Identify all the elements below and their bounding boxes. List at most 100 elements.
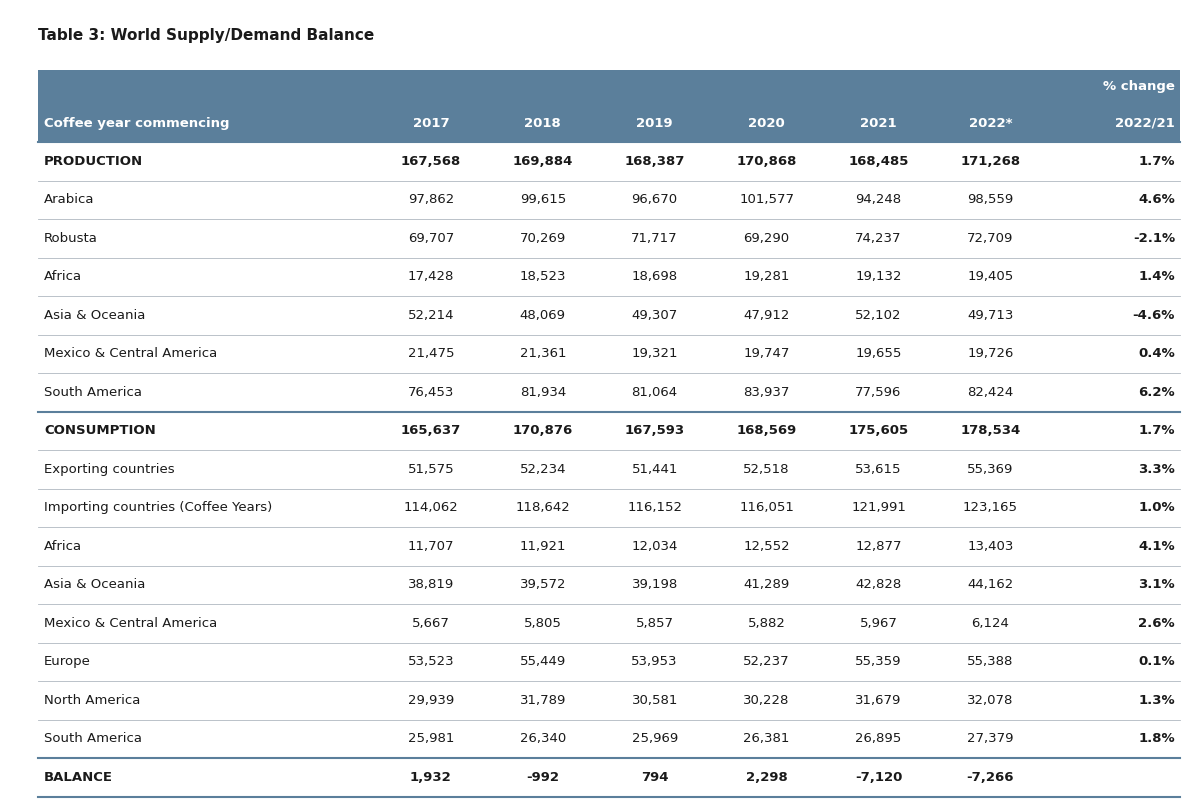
Text: 76,453: 76,453 [408, 386, 454, 398]
Text: 123,165: 123,165 [962, 502, 1018, 514]
Text: Africa: Africa [44, 270, 82, 283]
Text: 18,698: 18,698 [631, 270, 678, 283]
Text: 2,298: 2,298 [745, 770, 787, 784]
Text: Exporting countries: Exporting countries [44, 462, 175, 476]
Text: 2.6%: 2.6% [1139, 617, 1175, 630]
Text: Robusta: Robusta [44, 232, 98, 245]
Text: 19,281: 19,281 [744, 270, 790, 283]
Text: 30,228: 30,228 [744, 694, 790, 706]
Text: 96,670: 96,670 [631, 194, 678, 206]
Text: 6,124: 6,124 [972, 617, 1009, 630]
Text: Mexico & Central America: Mexico & Central America [44, 617, 217, 630]
Text: 71,717: 71,717 [631, 232, 678, 245]
Text: 4.6%: 4.6% [1139, 194, 1175, 206]
Text: 27,379: 27,379 [967, 732, 1014, 746]
Text: 116,051: 116,051 [739, 502, 794, 514]
Text: 2018: 2018 [524, 117, 562, 130]
Text: 55,359: 55,359 [856, 655, 901, 668]
Text: Asia & Oceania: Asia & Oceania [44, 309, 145, 322]
Text: 19,726: 19,726 [967, 347, 1014, 360]
Text: 21,475: 21,475 [408, 347, 454, 360]
Text: 5,667: 5,667 [412, 617, 450, 630]
Text: 26,340: 26,340 [520, 732, 566, 746]
Text: 25,981: 25,981 [408, 732, 454, 746]
Text: 1.7%: 1.7% [1139, 154, 1175, 168]
Text: 81,934: 81,934 [520, 386, 566, 398]
Text: South America: South America [44, 386, 142, 398]
Text: 169,884: 169,884 [512, 154, 572, 168]
Text: 0.4%: 0.4% [1139, 347, 1175, 360]
Text: 70,269: 70,269 [520, 232, 566, 245]
Text: 18,523: 18,523 [520, 270, 566, 283]
Text: 3.1%: 3.1% [1139, 578, 1175, 591]
Text: Coffee year commencing: Coffee year commencing [44, 117, 229, 130]
Text: 94,248: 94,248 [856, 194, 901, 206]
Text: 1.0%: 1.0% [1139, 502, 1175, 514]
Text: 49,307: 49,307 [631, 309, 678, 322]
Text: 47,912: 47,912 [744, 309, 790, 322]
Text: 2022/21: 2022/21 [1115, 117, 1175, 130]
Text: 74,237: 74,237 [856, 232, 901, 245]
Text: 114,062: 114,062 [403, 502, 458, 514]
Text: 116,152: 116,152 [628, 502, 682, 514]
Text: 52,234: 52,234 [520, 462, 566, 476]
Text: 167,593: 167,593 [625, 424, 685, 438]
Text: 12,552: 12,552 [743, 540, 790, 553]
Text: 3.3%: 3.3% [1139, 462, 1175, 476]
Text: 32,078: 32,078 [967, 694, 1014, 706]
Text: 39,198: 39,198 [631, 578, 678, 591]
Text: 170,868: 170,868 [737, 154, 797, 168]
Text: 167,568: 167,568 [401, 154, 461, 168]
Text: 19,321: 19,321 [631, 347, 678, 360]
Text: 170,876: 170,876 [512, 424, 572, 438]
Text: 11,707: 11,707 [408, 540, 454, 553]
Text: 0.1%: 0.1% [1139, 655, 1175, 668]
Text: 5,857: 5,857 [636, 617, 673, 630]
Text: 55,369: 55,369 [967, 462, 1014, 476]
Text: 53,523: 53,523 [408, 655, 454, 668]
Text: 26,895: 26,895 [856, 732, 901, 746]
Text: 29,939: 29,939 [408, 694, 454, 706]
Text: 165,637: 165,637 [401, 424, 461, 438]
Text: 39,572: 39,572 [520, 578, 566, 591]
Text: 1,932: 1,932 [410, 770, 451, 784]
Text: 98,559: 98,559 [967, 194, 1014, 206]
Text: 1.7%: 1.7% [1139, 424, 1175, 438]
Text: BALANCE: BALANCE [44, 770, 113, 784]
Text: % change: % change [1103, 80, 1175, 93]
Text: 2022*: 2022* [968, 117, 1012, 130]
Text: 26,381: 26,381 [744, 732, 790, 746]
Text: 31,789: 31,789 [520, 694, 566, 706]
Text: 168,387: 168,387 [624, 154, 685, 168]
Text: 13,403: 13,403 [967, 540, 1014, 553]
Text: Africa: Africa [44, 540, 82, 553]
Text: 69,290: 69,290 [744, 232, 790, 245]
Text: 97,862: 97,862 [408, 194, 454, 206]
Text: North America: North America [44, 694, 140, 706]
Text: Arabica: Arabica [44, 194, 95, 206]
Text: Mexico & Central America: Mexico & Central America [44, 347, 217, 360]
Text: 5,805: 5,805 [524, 617, 562, 630]
Text: 171,268: 171,268 [960, 154, 1020, 168]
Text: 52,214: 52,214 [408, 309, 454, 322]
Text: 6.2%: 6.2% [1139, 386, 1175, 398]
Text: 25,969: 25,969 [631, 732, 678, 746]
Text: -4.6%: -4.6% [1133, 309, 1175, 322]
Bar [38, 70, 1180, 142]
Text: 118,642: 118,642 [515, 502, 570, 514]
Text: Importing countries (Coffee Years): Importing countries (Coffee Years) [44, 502, 272, 514]
Text: 44,162: 44,162 [967, 578, 1014, 591]
Text: 11,921: 11,921 [520, 540, 566, 553]
Text: 19,132: 19,132 [856, 270, 901, 283]
Text: 2019: 2019 [636, 117, 673, 130]
Text: 31,679: 31,679 [856, 694, 901, 706]
Text: 5,967: 5,967 [859, 617, 898, 630]
Text: -992: -992 [527, 770, 559, 784]
Text: 178,534: 178,534 [960, 424, 1020, 438]
Text: 30,581: 30,581 [631, 694, 678, 706]
Text: 52,102: 52,102 [856, 309, 901, 322]
Text: -7,266: -7,266 [967, 770, 1014, 784]
Text: 1.4%: 1.4% [1139, 270, 1175, 283]
Text: 77,596: 77,596 [856, 386, 901, 398]
Text: 49,713: 49,713 [967, 309, 1014, 322]
